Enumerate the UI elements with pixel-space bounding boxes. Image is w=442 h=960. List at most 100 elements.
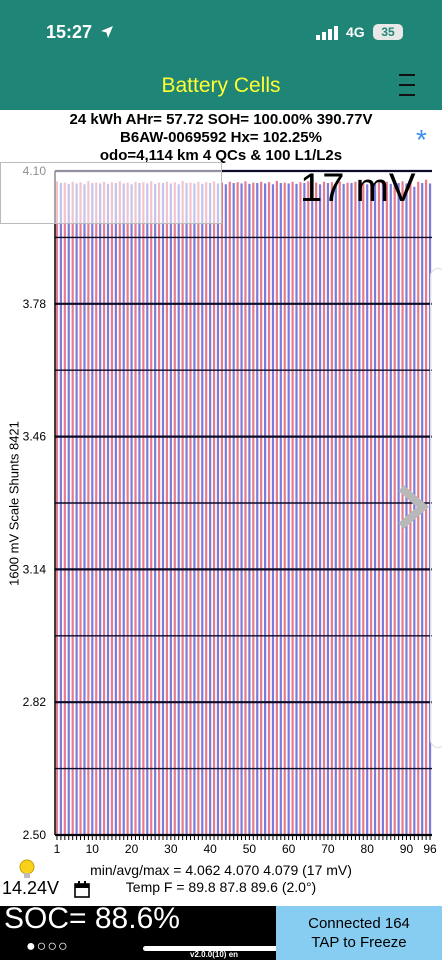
cell-bar: [236, 182, 239, 835]
cell-bar: [189, 182, 192, 835]
cell-bar: [275, 180, 278, 836]
side-scroll-panel[interactable]: [430, 268, 442, 748]
y-tick-label: 2.82: [23, 695, 47, 709]
cell-bar: [205, 182, 208, 835]
cell-bar: [260, 181, 263, 835]
cell-bar: [181, 180, 184, 836]
cell-bar: [240, 183, 243, 835]
cell-bar: [228, 181, 231, 835]
status-bar: 15:27 4G 35: [0, 0, 442, 60]
cell-bar: [244, 181, 247, 835]
x-tick-label: 30: [164, 842, 178, 856]
lightbulb-icon[interactable]: [17, 858, 37, 882]
cell-bar: [177, 184, 180, 835]
cell-bar: [279, 183, 282, 835]
battery-level-icon: 35: [373, 24, 403, 40]
chevron-right-icon[interactable]: [396, 484, 430, 530]
soc-panel: SOC= 88.6% ●○○○ v2.0.0(10) en: [0, 902, 293, 960]
cell-bar: [362, 182, 365, 835]
pack-summary-line1: 24 kWh AHr= 57.72 SOH= 100.00% 390.77V: [69, 111, 373, 128]
cell-bar: [220, 182, 223, 835]
cell-bar: [256, 183, 259, 835]
cell-bar: [99, 183, 102, 835]
pack-summary-line2: B6AW-0069592 Hx= 102.25%: [120, 129, 322, 146]
temperature-stats: Temp F = 89.8 87.8 89.6 (2.0°): [125, 879, 317, 895]
cell-bar: [334, 183, 337, 835]
cell-bar: [91, 183, 94, 835]
x-tick-label: 96: [423, 842, 437, 856]
connection-freeze-button[interactable]: Connected 164 TAP to Freeze: [276, 906, 442, 960]
soc-readout: SOC= 88.6%: [4, 902, 180, 935]
cell-bar: [385, 181, 388, 835]
cell-bar: [248, 183, 251, 836]
star-icon[interactable]: *: [416, 124, 427, 155]
home-indicator[interactable]: [143, 946, 293, 951]
network-type: 4G: [346, 24, 365, 40]
app-version: v2.0.0(10) en: [190, 950, 239, 959]
cell-bar: [216, 183, 220, 835]
cell-bar: [267, 182, 271, 835]
cell-bar: [303, 183, 306, 835]
y-tick-label: 3.78: [23, 297, 47, 311]
pack-summary-line3: odo=4,114 km 4 QCs & 100 L1/L2s: [99, 147, 343, 164]
cell-bar: [342, 183, 345, 836]
cell-bar: [389, 183, 392, 836]
cell-bar: [106, 183, 110, 836]
cell-bar: [405, 183, 408, 835]
cell-bar: [366, 184, 369, 835]
cell-bar: [59, 183, 62, 835]
cell-bar: [315, 182, 318, 835]
menu-icon[interactable]: [397, 70, 417, 100]
x-tick-label: 10: [86, 842, 100, 856]
cell-bar: [370, 180, 373, 836]
cell-bar: [173, 182, 176, 835]
cell-bar: [161, 183, 165, 835]
cell-bar: [185, 183, 188, 835]
location-arrow-icon: [101, 26, 113, 38]
cell-bar: [299, 182, 302, 835]
cell-bar: [122, 183, 125, 835]
y-scale-label: 1600 mV Scale Shunts 8421: [6, 421, 22, 586]
cell-bar: [295, 183, 298, 836]
status-time: 15:27: [46, 22, 93, 42]
cell-bar: [409, 182, 412, 835]
x-tick-label: 40: [203, 842, 217, 856]
cell-bar: [381, 183, 385, 835]
cell-bar: [138, 183, 141, 835]
connection-status: Connected 164: [308, 915, 410, 932]
cell-bar: [63, 182, 66, 835]
cell-bar: [154, 183, 157, 836]
chart-overlay-box: [0, 162, 222, 224]
cell-bar: [126, 182, 129, 835]
cell-bar: [209, 183, 212, 835]
cell-bar: [118, 181, 121, 835]
cell-bar: [322, 181, 326, 835]
cell-bar: [102, 181, 106, 835]
cell-bar: [358, 183, 361, 835]
cell-bar: [346, 182, 349, 835]
cell-bar: [271, 184, 275, 835]
cell-bar: [142, 182, 145, 835]
cell-spread-display: 17 mV: [300, 166, 416, 210]
cell-bar: [393, 182, 396, 835]
cell-bar: [307, 181, 310, 835]
cell-bar: [83, 184, 86, 835]
calendar-icon[interactable]: [74, 881, 90, 898]
cell-bar: [318, 184, 322, 835]
cell-bar: [291, 181, 294, 835]
cell-bar: [201, 183, 204, 836]
cell-bar: [95, 182, 98, 835]
x-tick-label: 90: [400, 842, 414, 856]
x-tick-label: 70: [321, 842, 335, 856]
cell-voltage-chart[interactable]: 4.103.783.463.142.822.501102030405060708…: [0, 160, 442, 860]
cell-bar: [232, 183, 235, 835]
cell-bar: [165, 181, 169, 835]
page-title: Battery Cells: [161, 74, 281, 97]
page-indicator[interactable]: ●○○○: [26, 938, 69, 955]
cell-bar: [212, 181, 216, 835]
cell-bar: [87, 180, 90, 836]
cell-bar: [397, 183, 400, 835]
cell-bar: [283, 182, 286, 835]
cell-bar: [224, 184, 227, 835]
cell-bar: [338, 181, 341, 835]
